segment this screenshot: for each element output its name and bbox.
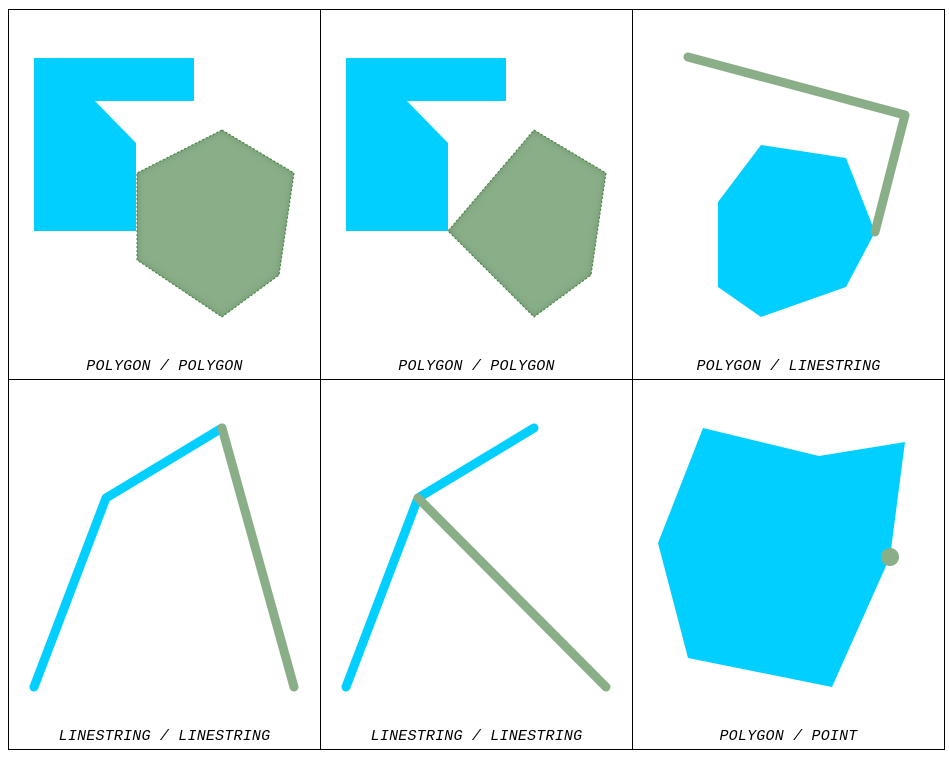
diagram-polygon-linestring bbox=[683, 52, 910, 317]
primary-polygon bbox=[658, 428, 905, 687]
primary-polygon bbox=[718, 145, 875, 317]
diagram-polygon-polygon-2 bbox=[346, 58, 607, 318]
primary-polygon bbox=[34, 58, 194, 231]
cell-caption: POLYGON / POLYGON bbox=[398, 358, 555, 375]
secondary-linestring bbox=[683, 52, 910, 237]
cell-polygon-polygon-2: POLYGON / POLYGON bbox=[320, 9, 633, 380]
geometry-example-grid: POLYGON / POLYGON POLYGON / POLYGON POLY… bbox=[8, 9, 945, 750]
cell-linestring-linestring-1: LINESTRING / LINESTRING bbox=[8, 379, 321, 750]
secondary-point bbox=[881, 548, 899, 566]
cell-caption: POLYGON / POLYGON bbox=[86, 358, 243, 375]
secondary-linestring bbox=[413, 493, 611, 692]
diagram-linestring-linestring-1 bbox=[29, 423, 299, 692]
cell-polygon-point: POLYGON / POINT bbox=[632, 379, 945, 750]
primary-linestring bbox=[341, 423, 539, 692]
secondary-linestring bbox=[217, 423, 299, 692]
cell-caption: LINESTRING / LINESTRING bbox=[370, 728, 583, 745]
cell-caption: POLYGON / POINT bbox=[719, 728, 858, 745]
cell-linestring-linestring-2: LINESTRING / LINESTRING bbox=[320, 379, 633, 750]
primary-polygon bbox=[346, 58, 506, 231]
cell-caption: POLYGON / LINESTRING bbox=[696, 358, 881, 375]
secondary-polygon bbox=[136, 129, 295, 318]
diagram-polygon-polygon-1 bbox=[34, 58, 295, 318]
cell-polygon-polygon-1: POLYGON / POLYGON bbox=[8, 9, 321, 380]
diagram-linestring-linestring-2 bbox=[341, 423, 611, 692]
diagram-polygon-point bbox=[658, 428, 905, 687]
cell-caption: LINESTRING / LINESTRING bbox=[58, 728, 271, 745]
cell-polygon-linestring: POLYGON / LINESTRING bbox=[632, 9, 945, 380]
primary-linestring bbox=[29, 423, 227, 692]
secondary-polygon bbox=[447, 129, 607, 318]
